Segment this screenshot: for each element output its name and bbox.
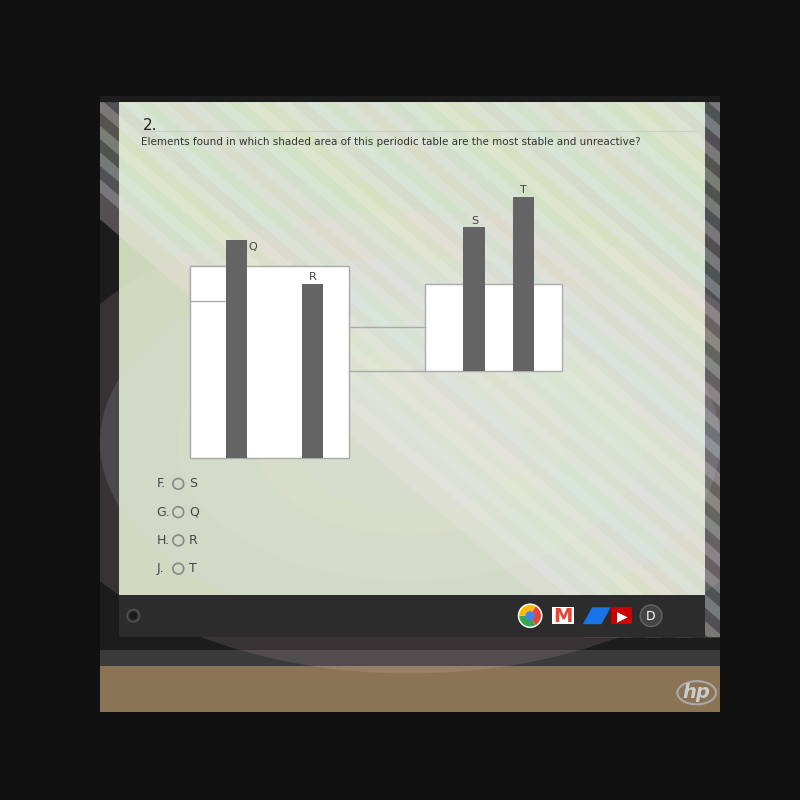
Polygon shape [336, 102, 800, 638]
Polygon shape [583, 607, 610, 624]
Polygon shape [678, 102, 800, 638]
Polygon shape [584, 102, 800, 638]
Text: hp: hp [683, 683, 710, 702]
Polygon shape [212, 102, 800, 638]
Text: F.: F. [157, 478, 166, 490]
Text: Q: Q [249, 242, 258, 252]
Polygon shape [306, 102, 800, 638]
Polygon shape [367, 102, 800, 638]
Polygon shape [182, 102, 800, 638]
Text: T: T [189, 562, 197, 575]
Bar [425, 284, 562, 370]
Text: 2.: 2. [142, 118, 157, 133]
Polygon shape [739, 102, 800, 638]
Bar [190, 266, 349, 458]
Ellipse shape [22, 211, 798, 674]
Polygon shape [274, 102, 800, 638]
Text: T: T [520, 185, 527, 195]
Bar [100, 627, 720, 666]
Polygon shape [770, 102, 800, 638]
Circle shape [127, 610, 139, 622]
Text: S: S [189, 478, 197, 490]
Polygon shape [88, 102, 755, 638]
Bar [119, 595, 705, 638]
Polygon shape [554, 102, 800, 638]
Bar [226, 240, 246, 458]
Text: D: D [646, 610, 656, 623]
Polygon shape [150, 102, 800, 638]
Polygon shape [615, 102, 800, 638]
Wedge shape [519, 605, 535, 616]
Polygon shape [646, 102, 800, 638]
Polygon shape [460, 102, 800, 638]
Bar [119, 102, 705, 638]
Bar [610, 607, 633, 624]
Circle shape [130, 612, 138, 619]
Bar [463, 227, 486, 370]
Text: Q: Q [189, 506, 199, 518]
Polygon shape [0, 102, 662, 638]
Ellipse shape [100, 258, 720, 627]
Text: S: S [471, 216, 478, 226]
Polygon shape [119, 102, 786, 638]
Ellipse shape [178, 304, 642, 581]
Polygon shape [491, 102, 800, 638]
Circle shape [640, 605, 662, 626]
Bar [100, 658, 720, 712]
Polygon shape [708, 102, 800, 638]
Text: J.: J. [157, 562, 164, 575]
Circle shape [518, 603, 542, 628]
Polygon shape [430, 102, 800, 638]
Ellipse shape [255, 350, 565, 535]
Bar [552, 607, 574, 624]
Bar [190, 266, 234, 301]
Text: R: R [309, 272, 317, 282]
Polygon shape [398, 102, 800, 638]
Text: R: R [189, 534, 198, 547]
Text: ▶: ▶ [617, 610, 628, 623]
Circle shape [526, 611, 534, 620]
Polygon shape [0, 102, 631, 638]
Polygon shape [26, 102, 693, 638]
Ellipse shape [294, 373, 526, 512]
Bar [513, 197, 534, 370]
Text: Elements found in which shaded area of this periodic table are the most stable a: Elements found in which shaded area of t… [141, 137, 641, 147]
Text: G.: G. [157, 506, 170, 518]
Polygon shape [522, 102, 800, 638]
Polygon shape [243, 102, 800, 638]
Wedge shape [519, 616, 535, 626]
Polygon shape [58, 102, 724, 638]
Bar [302, 284, 323, 458]
Text: H.: H. [157, 534, 170, 547]
Text: M: M [553, 607, 572, 626]
Wedge shape [530, 606, 541, 625]
